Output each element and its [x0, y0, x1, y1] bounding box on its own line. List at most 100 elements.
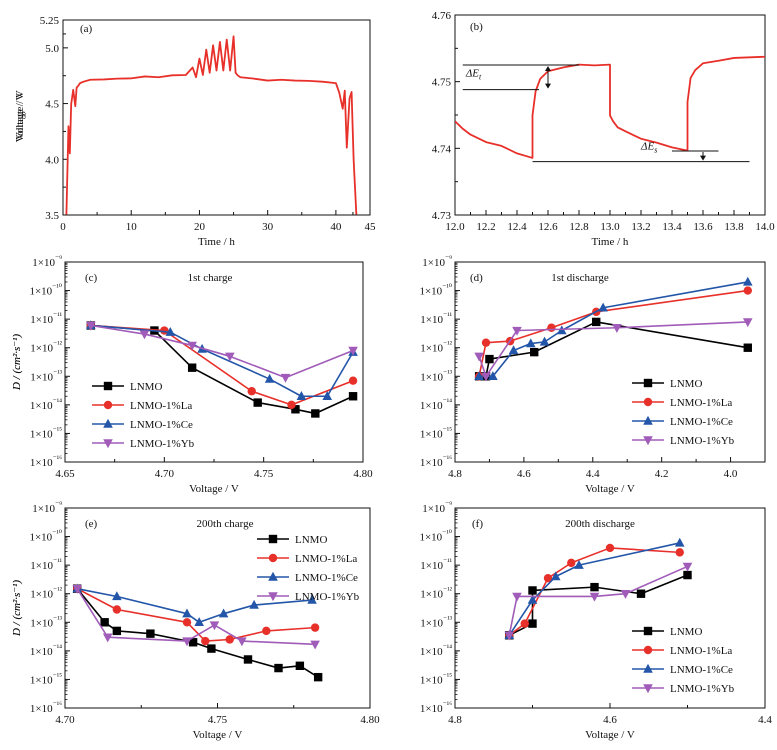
data-point [612, 324, 622, 333]
series-line [76, 588, 319, 678]
data-point [543, 573, 553, 583]
chart-title: 1st charge [188, 272, 233, 284]
y-tick-label: 5.25 [40, 15, 60, 27]
x-tick-label: 13.6 [693, 221, 713, 233]
legend-label: LNMO-1%La [295, 553, 357, 565]
data-point [296, 391, 307, 400]
x-tick-label: 4.4 [758, 714, 772, 726]
x-tick-label: 4.8 [448, 714, 462, 726]
chart-panel-a: 0 10 20 30 40 45 3.5 4.0 4.5 5.0 5.25 Time / h Volta… [14, 15, 376, 248]
y-tick-label: 1×10⁻¹¹ [420, 557, 452, 572]
y-axis-label: D / (cm²·s⁻¹) [11, 334, 23, 391]
x-tick-label: 12.4 [507, 221, 527, 233]
data-point [574, 559, 584, 569]
data-point [112, 591, 122, 601]
y-tick-label: 1×10⁻¹⁶ [420, 454, 452, 469]
legend-label: LNMO-1%Yb [670, 683, 735, 695]
data-point [592, 317, 601, 327]
data-point [547, 323, 556, 332]
data-point [322, 391, 333, 400]
data-point [675, 548, 684, 557]
data-point [262, 626, 271, 636]
x-tick-label: 4.65 [55, 468, 75, 480]
y-tick-label: 1×10⁻¹⁵ [420, 671, 452, 686]
x-tick-label: 30 [262, 221, 274, 233]
data-point [683, 570, 692, 580]
data-point [86, 321, 96, 331]
data-point [218, 608, 229, 618]
data-point [504, 631, 515, 641]
data-point [589, 592, 600, 602]
y-axis-label: D / (cm²·s⁻¹) [11, 580, 23, 637]
legend-label: LNMO-1%Yb [130, 438, 195, 450]
series-LNMO-1%Yb [504, 562, 693, 641]
x-tick-label: 4.75 [208, 714, 228, 726]
y-tick-label: 1×10⁻¹⁰ [419, 283, 452, 298]
data-point [100, 618, 109, 627]
x-tick-label: 4.75 [254, 468, 274, 480]
x-tick-label: 4.80 [360, 714, 380, 726]
data-point [590, 582, 599, 592]
annotation-arrowhead [545, 83, 551, 89]
y-tick-label: 1×10⁻¹² [420, 340, 452, 355]
annotations: ΔEt ΔEs [462, 64, 750, 163]
x-axis-label: Voltage / V [585, 483, 635, 495]
data-point [146, 629, 155, 638]
chart-title: 200th charge [197, 518, 254, 530]
legend: LNMO LNMO-1%La LNMO-1%Ce LNMO-1%Yb [257, 534, 360, 603]
legend-label: LNMO [295, 534, 327, 546]
y-axis-label: Voltage / V [14, 93, 26, 143]
data-point [201, 636, 210, 646]
data-point [209, 621, 220, 631]
y-axis-label: Voltage / V [14, 90, 26, 140]
legend-marker [643, 415, 653, 425]
data-point [182, 608, 192, 618]
data-point [474, 352, 484, 362]
data-point [528, 586, 537, 595]
data-point [481, 372, 491, 382]
data-point [112, 626, 122, 636]
y-tick-label: 1×10⁻¹³ [30, 368, 62, 383]
legend-label: LNMO-1%Yb [295, 591, 360, 603]
y-tick-label: 1×10⁻¹² [420, 586, 452, 601]
data-point [194, 617, 204, 626]
legend-marker [268, 592, 278, 602]
data-point [274, 663, 283, 673]
series-line [90, 324, 354, 379]
legend: LNMO LNMO-1%La LNMO-1%Ce LNMO-1%Yb [92, 381, 195, 450]
chart-panel-f: 4.8 4.6 4.4 1×10⁻¹⁶ 1×10⁻¹⁵ 1×10⁻¹⁴ 1×10⁻¹³ 1×1… [11, 500, 772, 741]
legend-label: LNMO [670, 378, 702, 390]
x-tick-label: 4.0 [724, 468, 738, 480]
y-tick-label: 1×10⁻¹⁴ [420, 397, 452, 412]
y-tick-label: 1×10⁻¹⁶ [30, 700, 62, 715]
x-tick-label: 13.4 [662, 221, 682, 233]
data-point [102, 633, 113, 643]
legend-label: LNMO-1%Ce [670, 416, 733, 428]
legend-marker [643, 626, 653, 636]
data-point [348, 346, 358, 356]
y-tick-label: 3.5 [45, 210, 59, 222]
data-point [525, 338, 536, 348]
annotation-arrowhead [545, 66, 551, 71]
x-axis-label: Voltage / V [189, 483, 239, 495]
series-line [479, 281, 748, 378]
legend: LNMO LNMO-1%La LNMO-1%Ce LNMO-1%Yb [632, 378, 735, 447]
data-point [307, 594, 317, 604]
data-point [742, 276, 753, 286]
legend-marker [268, 553, 278, 563]
data-point [636, 589, 646, 598]
y-axis-label: D / (cm²·s⁻¹) [11, 580, 23, 637]
x-axis-label: Voltage / V [585, 729, 635, 741]
data-point [253, 398, 262, 407]
data-point [243, 655, 253, 664]
data-point [264, 373, 275, 383]
x-tick-label: 13.0 [600, 221, 620, 233]
legend-marker [643, 645, 653, 655]
series-LNMO-1%Yb [72, 584, 320, 650]
x-tick-label: 4.8 [448, 468, 462, 480]
data-point [539, 336, 550, 346]
y-tick-label: 1×10⁻¹⁰ [29, 529, 62, 544]
y-tick-label: 1×10⁻¹⁵ [30, 425, 62, 440]
data-point [310, 640, 320, 650]
